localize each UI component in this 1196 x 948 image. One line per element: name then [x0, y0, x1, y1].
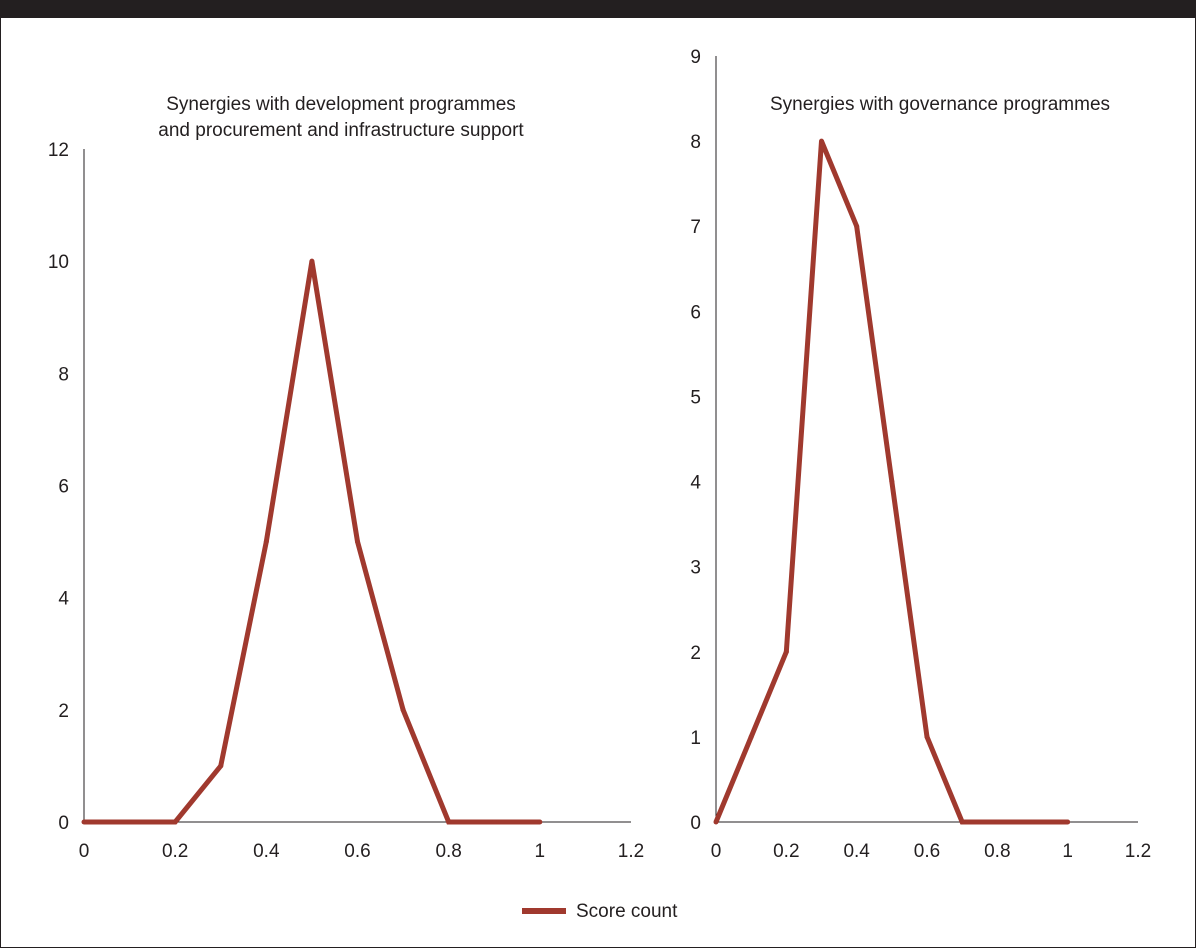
chart-governance: Synergies with governance programmes 0 0.2…	[690, 47, 1151, 862]
x-tick-label: 0.4	[843, 841, 870, 862]
x-tick-label: 1	[535, 841, 546, 862]
x-tick-label: 1.2	[618, 841, 644, 862]
data-point	[309, 258, 315, 264]
data-point	[748, 734, 754, 740]
y-tick-label: 0	[58, 813, 69, 834]
data-point	[959, 819, 965, 825]
data-point	[819, 138, 824, 144]
legend: Score count	[522, 901, 678, 922]
x-tick-label: 1	[1062, 841, 1073, 862]
data-point	[537, 819, 543, 825]
x-tick-label: 0.8	[984, 841, 1010, 862]
data-point	[889, 479, 895, 485]
y-tick-label: 8	[58, 364, 69, 385]
y-tick-label: 6	[58, 477, 69, 498]
data-point	[446, 819, 452, 825]
chart-development: Synergies with development programmes and…	[48, 94, 644, 862]
x-tick-label: 0.6	[914, 841, 940, 862]
data-point	[172, 819, 178, 825]
x-tick-label: 0	[711, 841, 722, 862]
data-point	[1065, 819, 1071, 825]
y-tick-label: 10	[48, 252, 69, 273]
data-point	[491, 819, 497, 825]
top-bar	[0, 0, 1196, 18]
data-point	[400, 707, 406, 713]
x-tick-label: 1.2	[1125, 841, 1151, 862]
x-tick-label: 0.8	[435, 841, 461, 862]
y-tick-label: 8	[690, 132, 701, 153]
data-point	[854, 223, 860, 229]
y-tick-label: 9	[690, 47, 701, 68]
data-point	[924, 734, 930, 740]
chart-title-line: Synergies with governance programmes	[770, 94, 1110, 115]
y-tick-label: 7	[690, 217, 701, 238]
x-tick-label: 0.2	[773, 841, 799, 862]
data-point	[81, 819, 87, 825]
x-tick-label: 0.6	[344, 841, 370, 862]
chart-title-line: and procurement and infrastructure suppo…	[158, 120, 524, 141]
data-point	[127, 819, 133, 825]
y-tick-label: 2	[690, 643, 701, 664]
data-point	[218, 763, 224, 769]
data-point	[263, 539, 269, 545]
data-point	[783, 649, 789, 655]
y-tick-label: 4	[690, 473, 701, 494]
data-point	[713, 819, 719, 825]
x-tick-label: 0.2	[162, 841, 188, 862]
y-tick-label: 4	[58, 589, 69, 610]
y-tick-label: 1	[690, 728, 701, 749]
y-tick-label: 0	[690, 813, 701, 834]
series-line	[84, 260, 540, 825]
legend-label: Score count	[576, 901, 678, 922]
y-tick-label: 6	[690, 302, 701, 323]
y-tick-label: 2	[58, 701, 69, 722]
y-tick-label: 3	[690, 558, 701, 579]
x-tick-label: 0.4	[253, 841, 280, 862]
data-point	[994, 819, 1000, 825]
data-point	[1030, 819, 1035, 825]
x-tick-label: 0	[79, 841, 90, 862]
y-tick-label: 12	[48, 140, 69, 161]
chart-title-line: Synergies with development programmes	[166, 94, 516, 115]
y-tick-label: 5	[690, 387, 701, 408]
data-point	[355, 539, 360, 545]
